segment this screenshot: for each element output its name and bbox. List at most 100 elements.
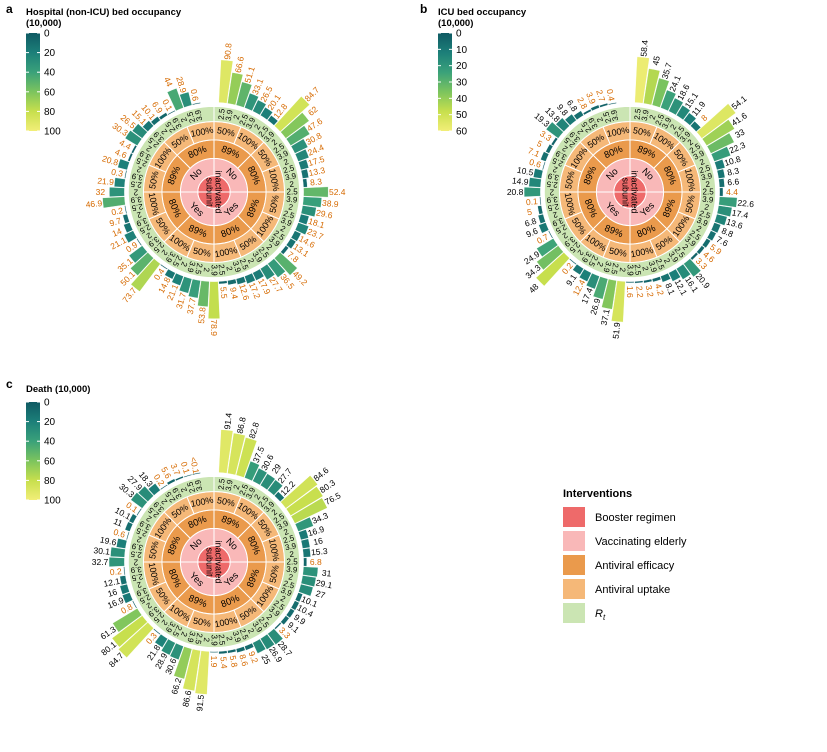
- data-bar: [148, 483, 161, 496]
- value-label: 8.6: [237, 653, 250, 667]
- data-bar: [154, 633, 168, 648]
- value-label: 33: [733, 127, 746, 140]
- data-bar: [285, 238, 297, 250]
- data-bar: [690, 120, 702, 132]
- rt-label: 2: [202, 637, 211, 643]
- value-label: 3.9: [584, 91, 598, 106]
- scale-title: Hospital (non-ICU) bed occupancy: [26, 7, 182, 18]
- data-bar: [528, 177, 542, 188]
- data-bar: [541, 161, 546, 171]
- value-label: 4.2: [653, 282, 666, 296]
- data-bar: [716, 205, 733, 217]
- uptake-label: 50%: [267, 194, 280, 214]
- rt-label: 3.9: [286, 565, 298, 575]
- rt-label: 3.9: [279, 586, 293, 599]
- data-bar: [252, 638, 267, 654]
- data-bar: [112, 608, 143, 633]
- data-bar: [290, 230, 302, 242]
- rt-label: 2.5: [282, 209, 296, 221]
- data-bar: [119, 583, 130, 595]
- legend-swatch: [563, 531, 585, 551]
- data-bar: [124, 521, 134, 532]
- value-label: 53.8: [196, 306, 208, 324]
- data-bar: [218, 280, 228, 285]
- rt-label: 2.5: [217, 108, 227, 120]
- data-bar: [164, 268, 176, 280]
- uptake-label: 100%: [190, 125, 215, 139]
- rt-label: 2: [159, 248, 169, 258]
- data-bar: [533, 168, 544, 179]
- rt-label: 2: [648, 113, 658, 120]
- rt-label: 3.9: [231, 630, 243, 644]
- value-label: 9.2: [247, 650, 261, 665]
- value-label: 21.9: [97, 176, 115, 188]
- rt-label: 3.9: [185, 630, 197, 644]
- value-label: 2.7: [594, 89, 607, 103]
- value-label: 12.6: [237, 283, 251, 302]
- data-bar: [298, 583, 314, 597]
- value-label: 7.1: [526, 145, 541, 159]
- data-bar: [130, 258, 161, 292]
- rt-label: 2: [680, 242, 690, 252]
- data-bar: [690, 252, 699, 261]
- booster-label: inactivated: [213, 170, 223, 213]
- panel-label-b: b: [420, 2, 427, 16]
- data-bar: [111, 615, 148, 648]
- scale-title: Death (10,000): [26, 384, 90, 395]
- value-label: 91.5: [194, 694, 206, 712]
- rt-label: 2: [144, 600, 153, 610]
- rt-label: 2.5: [282, 533, 296, 545]
- rt-label: 2: [135, 210, 142, 220]
- value-label: 1.6: [625, 286, 635, 298]
- value-label: 8.3: [310, 176, 323, 187]
- legend-label: Antiviral uptake: [595, 584, 670, 596]
- data-bar: [660, 272, 671, 283]
- rt-label: 2: [575, 127, 585, 137]
- scale-tick: 0: [44, 29, 50, 40]
- data-bar: [302, 178, 308, 188]
- value-label: 0.6: [528, 157, 542, 170]
- rt-label: 2.5: [193, 632, 204, 645]
- rt-ring: [127, 105, 301, 279]
- data-bar: [285, 608, 295, 619]
- value-label: 31: [321, 568, 332, 579]
- value-label: 16.9: [307, 524, 326, 538]
- data-bar: [142, 120, 154, 132]
- value-label: 46.9: [85, 198, 103, 210]
- scale-tick: 60: [44, 87, 56, 98]
- scale-tick: 30: [456, 78, 468, 89]
- value-label: 0.1: [525, 196, 538, 207]
- data-bar: [634, 280, 644, 284]
- data-bar: [550, 137, 559, 146]
- value-label: 78.9: [209, 319, 219, 336]
- rt-label: 3.9: [210, 635, 219, 647]
- data-bar: [706, 230, 717, 242]
- data-bar: [582, 108, 592, 116]
- panel-label-a: a: [6, 2, 13, 16]
- data-bar: [218, 650, 228, 655]
- data-bar: [683, 258, 702, 278]
- value-label: 38.9: [322, 198, 340, 210]
- rt-label: 2.5: [703, 188, 715, 197]
- data-bar: [300, 575, 317, 587]
- data-bar: [643, 68, 661, 106]
- rt-label: 2: [159, 497, 169, 507]
- scale-tick: 40: [44, 68, 56, 79]
- value-label: 52.4: [329, 187, 346, 197]
- rt-label: 3.9: [134, 586, 148, 599]
- value-label: 26.9: [588, 297, 602, 316]
- value-label: 9.6: [525, 226, 540, 240]
- rt-label: 2: [618, 267, 627, 273]
- uptake-label: 50%: [147, 540, 160, 560]
- data-bar: [578, 268, 592, 282]
- booster-label: inactivated: [213, 540, 223, 583]
- value-label: 1.9: [209, 656, 219, 668]
- rt-label: 3.9: [224, 479, 235, 492]
- data-bar: [303, 557, 307, 567]
- scale-tick: 40: [44, 437, 56, 448]
- value-label: 90.8: [222, 42, 234, 60]
- data-bar: [160, 484, 168, 491]
- data-bar: [167, 109, 176, 116]
- uptake-label: 50%: [683, 194, 696, 214]
- data-bar: [122, 213, 130, 224]
